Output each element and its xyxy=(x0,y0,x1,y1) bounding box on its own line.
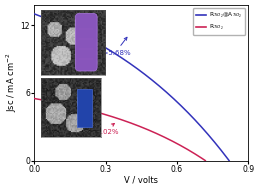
Text: η=2.02%: η=2.02% xyxy=(87,123,119,135)
X-axis label: V / volts: V / volts xyxy=(124,175,158,184)
Legend: R$_{TiO_2}$@A$_{TiO_2}$, R$_{TiO_2}$: R$_{TiO_2}$@A$_{TiO_2}$, R$_{TiO_2}$ xyxy=(193,8,245,35)
Text: η=5.68%: η=5.68% xyxy=(98,37,131,56)
Y-axis label: Jsc / mA cm$^{-2}$: Jsc / mA cm$^{-2}$ xyxy=(5,53,19,112)
